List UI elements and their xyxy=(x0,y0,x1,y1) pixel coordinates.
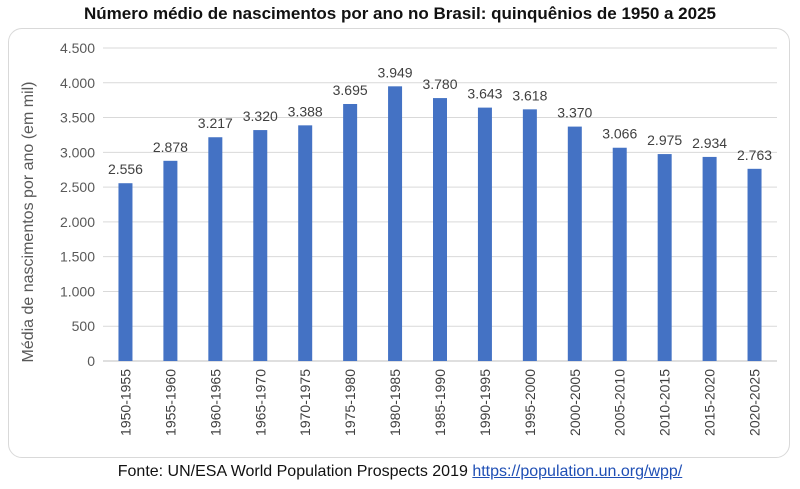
chart-frame xyxy=(8,28,790,458)
data-label: 3.643 xyxy=(467,86,502,102)
data-label: 3.388 xyxy=(288,103,323,119)
data-label: 2.763 xyxy=(737,147,772,163)
x-tick-label: 2010-2015 xyxy=(657,369,673,436)
bar xyxy=(253,130,268,361)
source-link[interactable]: https://population.un.org/wpp/ xyxy=(472,463,683,480)
bar xyxy=(657,154,672,361)
y-tick-label: 1.500 xyxy=(60,249,95,265)
x-tick-label: 1970-1975 xyxy=(297,369,313,436)
bar xyxy=(747,168,762,361)
y-tick-label: 3.000 xyxy=(60,144,95,160)
y-tick-label: 2.500 xyxy=(60,179,95,195)
data-label: 3.217 xyxy=(198,115,233,131)
y-tick-label: 4.500 xyxy=(60,40,95,56)
x-tick-label: 1960-1965 xyxy=(207,369,223,436)
x-tick-label: 2015-2020 xyxy=(702,369,718,436)
x-tick-label: 1980-1985 xyxy=(387,369,403,436)
y-tick-label: 2.000 xyxy=(60,214,95,230)
data-label: 2.556 xyxy=(108,161,143,177)
data-label: 2.934 xyxy=(692,135,727,151)
x-tick-label: 1965-1970 xyxy=(252,369,268,436)
data-label: 3.370 xyxy=(557,105,592,121)
data-label: 2.878 xyxy=(153,139,188,155)
data-label: 3.066 xyxy=(602,126,637,142)
x-tick-label: 2005-2010 xyxy=(612,369,628,436)
data-label: 3.695 xyxy=(333,82,368,98)
x-tick-label: 2000-2005 xyxy=(567,369,583,436)
x-tick-label: 1985-1990 xyxy=(432,369,448,436)
x-tick-label: 1975-1980 xyxy=(342,369,358,436)
source-text: Fonte: UN/ESA World Population Prospects… xyxy=(117,463,468,480)
data-label: 2.975 xyxy=(647,132,682,148)
bar xyxy=(163,160,178,361)
bar xyxy=(567,126,582,361)
x-tick-label: 1990-1995 xyxy=(477,369,493,436)
x-tick-label: 1995-2000 xyxy=(522,369,538,436)
bar xyxy=(343,103,358,362)
source-caption: Fonte: UN/ESA World Population Prospects… xyxy=(0,463,800,481)
bar xyxy=(433,98,447,361)
bar xyxy=(298,125,313,361)
bar xyxy=(388,86,403,362)
data-label: 3.320 xyxy=(243,108,278,124)
bar xyxy=(522,109,537,362)
x-tick-label: 2020-2025 xyxy=(747,369,763,436)
x-tick-label: 1955-1960 xyxy=(162,369,178,436)
bar xyxy=(612,147,627,361)
y-tick-label: 1.000 xyxy=(60,283,95,299)
x-tick-label: 1950-1955 xyxy=(117,369,133,436)
y-tick-label: 0 xyxy=(87,353,95,369)
data-label: 3.780 xyxy=(422,76,457,92)
bar xyxy=(208,137,223,361)
bar xyxy=(118,183,133,361)
y-tick-label: 500 xyxy=(72,318,96,334)
y-tick-label: 4.000 xyxy=(60,75,95,91)
y-tick-label: 3.500 xyxy=(60,110,95,126)
bar xyxy=(702,156,717,361)
data-label: 3.949 xyxy=(378,64,413,80)
bar xyxy=(477,107,492,362)
data-label: 3.618 xyxy=(512,87,547,103)
chart-title: Número médio de nascimentos por ano no B… xyxy=(84,4,716,23)
